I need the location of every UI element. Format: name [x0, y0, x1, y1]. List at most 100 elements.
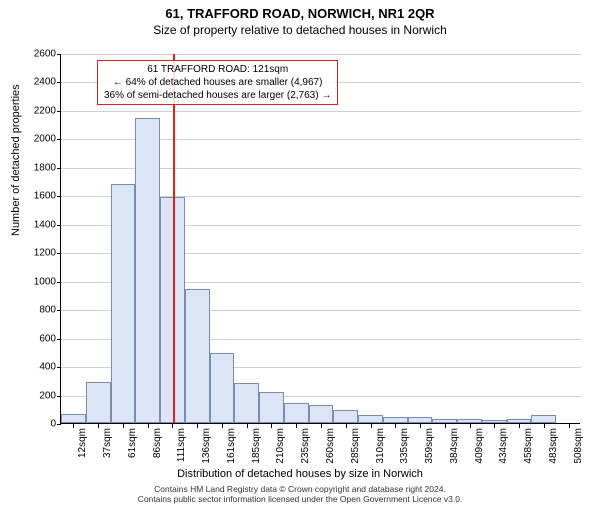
histogram-bar	[358, 415, 383, 423]
xtick-mark	[519, 424, 520, 428]
xtick-mark	[569, 424, 570, 428]
reference-line	[173, 54, 175, 423]
footer-line-1: Contains HM Land Registry data © Crown c…	[0, 484, 600, 494]
chart-container: 61, TRAFFORD ROAD, NORWICH, NR1 2QR Size…	[0, 6, 600, 506]
histogram-bar	[507, 419, 532, 423]
annotation-line: 36% of semi-detached houses are larger (…	[104, 89, 331, 102]
ytick-mark	[57, 54, 61, 55]
xtick-label: 508sqm	[573, 428, 584, 464]
histogram-bar	[408, 417, 433, 423]
histogram-bar	[61, 414, 86, 423]
annotation-box: 61 TRAFFORD ROAD: 121sqm← 64% of detache…	[97, 60, 338, 105]
histogram-bar	[482, 420, 507, 423]
ytick-label: 0	[16, 419, 56, 430]
xtick-mark	[271, 424, 272, 428]
xtick-mark	[321, 424, 322, 428]
xtick-mark	[148, 424, 149, 428]
xtick-label: 285sqm	[350, 428, 361, 464]
xtick-mark	[247, 424, 248, 428]
xtick-mark	[222, 424, 223, 428]
ytick-label: 2400	[16, 77, 56, 88]
ytick-label: 1000	[16, 276, 56, 287]
xtick-label: 434sqm	[498, 428, 509, 464]
chart-area: 0200400600800100012001400160018002000220…	[60, 54, 580, 424]
histogram-bar	[333, 410, 358, 423]
ytick-label: 600	[16, 333, 56, 344]
footer-attribution: Contains HM Land Registry data © Crown c…	[0, 484, 600, 504]
ytick-label: 1800	[16, 162, 56, 173]
ytick-label: 800	[16, 305, 56, 316]
gridline	[61, 54, 581, 55]
xtick-label: 185sqm	[251, 428, 262, 464]
histogram-bar	[309, 405, 334, 424]
histogram-bar	[284, 403, 309, 423]
histogram-bar	[432, 419, 457, 423]
xtick-mark	[73, 424, 74, 428]
xtick-mark	[98, 424, 99, 428]
ytick-label: 1400	[16, 219, 56, 230]
ytick-mark	[57, 196, 61, 197]
annotation-line: ← 64% of detached houses are smaller (4,…	[104, 76, 331, 89]
xtick-mark	[172, 424, 173, 428]
ytick-mark	[57, 253, 61, 254]
ytick-mark	[57, 310, 61, 311]
xtick-label: 235sqm	[300, 428, 311, 464]
xtick-label: 86sqm	[152, 428, 163, 458]
ytick-label: 1200	[16, 248, 56, 259]
xtick-label: 384sqm	[449, 428, 460, 464]
xtick-label: 210sqm	[275, 428, 286, 464]
xtick-label: 458sqm	[523, 428, 534, 464]
annotation-line: 61 TRAFFORD ROAD: 121sqm	[104, 63, 331, 76]
ytick-mark	[57, 111, 61, 112]
chart-title-2: Size of property relative to detached ho…	[0, 23, 600, 37]
histogram-bar	[259, 392, 284, 423]
histogram-bar	[111, 184, 136, 423]
xtick-mark	[197, 424, 198, 428]
xtick-label: 12sqm	[77, 428, 88, 458]
xtick-mark	[395, 424, 396, 428]
xtick-label: 310sqm	[375, 428, 386, 464]
ytick-label: 400	[16, 362, 56, 373]
xtick-mark	[371, 424, 372, 428]
ytick-mark	[57, 225, 61, 226]
histogram-bar	[457, 419, 482, 423]
xtick-mark	[420, 424, 421, 428]
ytick-label: 2200	[16, 105, 56, 116]
histogram-bar	[86, 382, 111, 423]
xtick-mark	[445, 424, 446, 428]
ytick-label: 1600	[16, 191, 56, 202]
xtick-label: 136sqm	[201, 428, 212, 464]
footer-line-2: Contains public sector information licen…	[0, 494, 600, 504]
chart-title-1: 61, TRAFFORD ROAD, NORWICH, NR1 2QR	[0, 6, 600, 21]
gridline	[61, 111, 581, 112]
xtick-label: 409sqm	[474, 428, 485, 464]
xtick-label: 161sqm	[226, 428, 237, 464]
xtick-mark	[346, 424, 347, 428]
xtick-mark	[296, 424, 297, 428]
histogram-bar	[185, 289, 210, 423]
xtick-label: 335sqm	[399, 428, 410, 464]
ytick-label: 200	[16, 390, 56, 401]
ytick-label: 2000	[16, 134, 56, 145]
ytick-mark	[57, 82, 61, 83]
histogram-bar	[135, 118, 160, 423]
xtick-label: 37sqm	[102, 428, 113, 458]
histogram-bar	[210, 353, 235, 423]
xtick-mark	[494, 424, 495, 428]
xtick-label: 260sqm	[325, 428, 336, 464]
histogram-bar	[383, 417, 408, 423]
ytick-mark	[57, 139, 61, 140]
xtick-label: 111sqm	[176, 428, 187, 462]
xtick-label: 359sqm	[424, 428, 435, 464]
ytick-mark	[57, 168, 61, 169]
xtick-label: 483sqm	[548, 428, 559, 464]
ytick-mark	[57, 339, 61, 340]
xtick-label: 61sqm	[127, 428, 138, 458]
ytick-mark	[57, 282, 61, 283]
ytick-mark	[57, 424, 61, 425]
xtick-mark	[470, 424, 471, 428]
ytick-mark	[57, 367, 61, 368]
xtick-mark	[544, 424, 545, 428]
ytick-label: 2600	[16, 49, 56, 60]
histogram-bar	[234, 383, 259, 423]
